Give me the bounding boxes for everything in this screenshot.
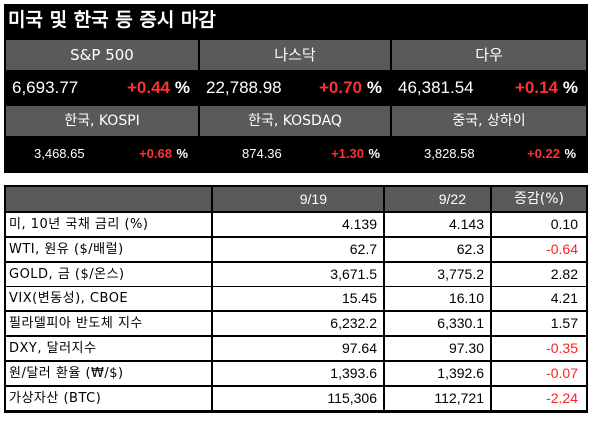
row-value-date2: 4.143 <box>385 213 490 236</box>
row-label: 필라델피아 반도체 지수 <box>6 312 211 336</box>
row-value-date1: 97.64 <box>213 337 383 360</box>
table-header-date1: 9/19 <box>213 187 383 211</box>
index-level: 46,381.54 <box>398 78 474 97</box>
table-header-date2: 9/22 <box>385 187 490 211</box>
table-row: 가상자산 (BTC) 115,306 112,721 -2.24 <box>6 386 586 410</box>
row-change: 1.57 <box>492 312 586 336</box>
percent-sign: % <box>174 78 190 97</box>
row-change: -0.64 <box>492 237 586 261</box>
table-row: 필라델피아 반도체 지수 6,232.2 6,330.1 1.57 <box>6 312 586 336</box>
index-level: 3,828.58 <box>424 146 475 161</box>
index-level: 3,468.65 <box>34 146 85 161</box>
row-change: -0.35 <box>492 337 586 360</box>
table-header-label <box>6 187 211 211</box>
index-value-kosdaq: 874.36 +1.30 % <box>200 137 390 170</box>
index-change: +1.30 <box>331 146 364 161</box>
index-header-dow: 다우 <box>392 40 586 70</box>
row-change: 4.21 <box>492 287 586 311</box>
row-label: VIX(변동성), CBOE <box>6 287 211 311</box>
index-header-shanghai: 중국, 상하이 <box>392 106 586 136</box>
table-row: DXY, 달러지수 97.64 97.30 -0.35 <box>6 337 586 360</box>
index-level: 22,788.98 <box>206 78 282 97</box>
row-label: DXY, 달러지수 <box>6 337 211 360</box>
row-value-date2: 62.3 <box>385 237 490 261</box>
percent-sign: % <box>562 78 578 97</box>
row-label: WTI, 원유 ($/배럴) <box>6 237 211 261</box>
index-value-shanghai: 3,828.58 +0.22 % <box>392 137 586 170</box>
index-change: +0.22 <box>527 146 560 161</box>
row-change: 2.82 <box>492 262 586 286</box>
index-change: +0.70 <box>318 78 362 97</box>
row-value-date1: 4.139 <box>213 213 383 236</box>
row-change: -2.24 <box>492 386 586 410</box>
index-value-dow: 46,381.54 +0.14 % <box>392 72 586 104</box>
index-header-kospi: 한국, KOSPI <box>6 106 198 136</box>
row-value-date1: 15.45 <box>213 287 383 311</box>
row-label: 미, 10년 국채 금리 (%) <box>6 213 211 236</box>
row-change: 0.10 <box>492 213 586 236</box>
index-change: +0.68 <box>139 146 172 161</box>
row-value-date2: 112,721 <box>385 386 490 410</box>
table-header-change: 증감(%) <box>492 187 586 211</box>
row-label: GOLD, 금 ($/온스) <box>6 262 211 286</box>
row-change: -0.07 <box>492 361 586 385</box>
row-label: 가상자산 (BTC) <box>6 386 211 410</box>
percent-sign: % <box>366 78 382 97</box>
row-value-date2: 6,330.1 <box>385 312 490 336</box>
table-row: 원/달러 환율 (₩/$) 1,393.6 1,392.6 -0.07 <box>6 361 586 385</box>
index-value-kospi: 3,468.65 +0.68 % <box>6 137 198 170</box>
table-row: WTI, 원유 ($/배럴) 62.7 62.3 -0.64 <box>6 237 586 261</box>
index-value-nasdaq: 22,788.98 +0.70 % <box>200 72 390 104</box>
row-value-date1: 6,232.2 <box>213 312 383 336</box>
table-row: GOLD, 금 ($/온스) 3,671.5 3,775.2 2.82 <box>6 262 586 286</box>
percent-sign: % <box>176 146 188 161</box>
row-label: 원/달러 환율 (₩/$) <box>6 361 211 385</box>
row-value-date2: 97.30 <box>385 337 490 360</box>
row-value-date2: 3,775.2 <box>385 262 490 286</box>
row-value-date1: 1,393.6 <box>213 361 383 385</box>
page-title: 미국 및 한국 등 증시 마감 <box>4 4 588 36</box>
index-change: +0.44 <box>126 78 170 97</box>
table-row: 미, 10년 국채 금리 (%) 4.139 4.143 0.10 <box>6 213 586 236</box>
index-header-nasdaq: 나스닥 <box>200 40 390 70</box>
index-header-kosdaq: 한국, KOSDAQ <box>200 106 390 136</box>
index-value-sp500: 6,693.77 +0.44 % <box>6 72 198 104</box>
table-row: VIX(변동성), CBOE 15.45 16.10 4.21 <box>6 287 586 311</box>
row-value-date1: 3,671.5 <box>213 262 383 286</box>
index-level: 6,693.77 <box>12 78 79 97</box>
index-level: 874.36 <box>242 146 282 161</box>
row-value-date1: 62.7 <box>213 237 383 261</box>
row-value-date2: 1,392.6 <box>385 361 490 385</box>
percent-sign: % <box>564 146 576 161</box>
index-change: +0.14 <box>514 78 558 97</box>
row-value-date1: 115,306 <box>213 386 383 410</box>
index-header-sp500: S&P 500 <box>6 40 198 70</box>
percent-sign: % <box>368 146 380 161</box>
row-value-date2: 16.10 <box>385 287 490 311</box>
